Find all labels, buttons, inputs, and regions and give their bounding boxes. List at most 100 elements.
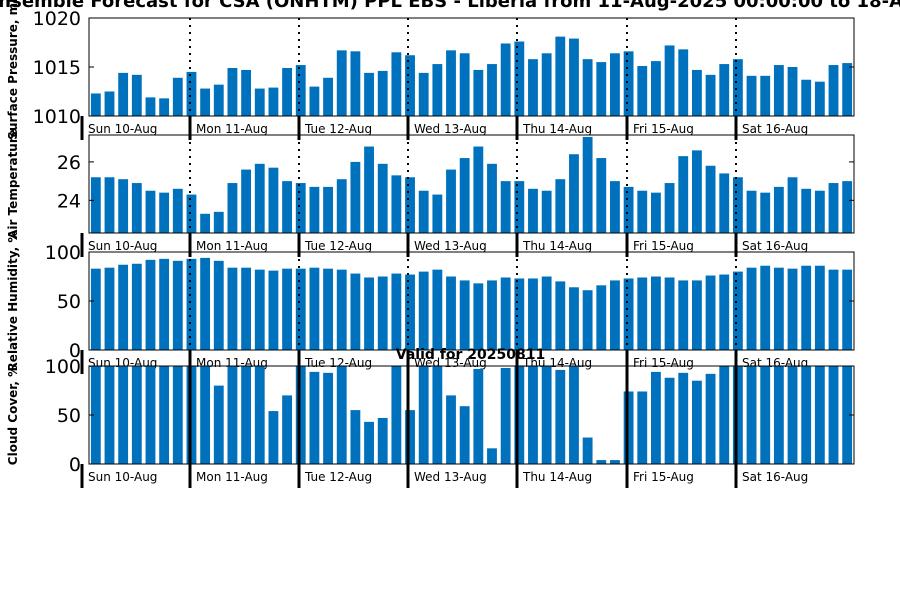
bar-p2-49 [760,192,771,233]
bar-p2-15 [295,183,306,233]
bar-p1-0 [90,93,101,116]
bar-p4-26 [446,395,456,464]
bar-p1-35 [569,38,579,116]
bar-p4-0 [90,366,101,464]
bar-p3-44 [691,280,702,350]
bar-p2-47 [732,177,743,233]
bar-p1-26 [446,50,456,117]
bar-p1-15 [295,65,306,116]
ytick-label-3-1: 50 [57,291,81,313]
day-label-2-3: Wed 13-Aug [414,239,487,253]
bar-p1-48 [746,75,757,116]
bar-p4-31 [514,366,525,464]
bar-p2-6 [172,188,183,233]
bar-p2-54 [828,183,839,233]
bar-p3-15 [295,268,306,350]
bar-p3-43 [678,280,689,350]
bar-p1-24 [418,72,429,116]
bar-p2-14 [282,181,292,233]
bar-p3-26 [446,276,456,350]
bar-p2-36 [582,136,593,233]
bar-p2-41 [651,192,661,233]
bar-p1-3 [131,74,142,116]
bar-p2-38 [610,181,620,233]
bar-p2-28 [473,146,484,233]
day-label-2-1: Mon 11-Aug [196,239,268,253]
bar-p4-9 [213,385,224,464]
bar-p3-28 [473,283,484,350]
bar-p2-46 [719,173,730,233]
bar-p3-11 [241,267,252,350]
bar-p3-50 [773,267,784,350]
bar-p3-21 [377,276,388,350]
bar-p3-47 [732,271,743,350]
bar-p1-22 [391,52,402,116]
ytick-label-2-0: 24 [57,190,81,212]
bar-p1-12 [254,88,265,116]
bar-p4-11 [241,366,252,464]
y-axis-label-4: Cloud Cover, % [6,365,20,465]
day-label-4-4: Thu 14-Aug [522,470,592,484]
bar-p1-14 [282,67,292,116]
bar-p3-53 [814,265,825,350]
bar-p2-9 [213,211,224,233]
bar-p3-46 [719,274,730,350]
bar-p3-16 [309,267,320,350]
bar-p1-45 [705,74,716,116]
bar-p3-24 [418,271,429,350]
bar-p2-5 [159,192,170,233]
bar-p4-12 [254,366,265,464]
bar-p3-49 [760,265,771,350]
day-label-2-2: Tue 12-Aug [304,239,372,253]
panel-subtitle-4: Valid for 20250811 [396,347,545,363]
bar-p3-13 [268,270,279,350]
bar-p1-43 [678,49,689,116]
bar-p2-24 [418,190,429,233]
bar-p2-22 [391,175,402,233]
ytick-label-1-2: 1020 [33,8,81,30]
bar-p4-42 [664,377,675,464]
bar-p1-42 [664,45,675,116]
bar-p3-29 [487,280,497,350]
bar-p4-34 [555,369,566,464]
ytick-label-3-2: 100 [45,242,81,264]
bar-p1-13 [268,87,279,116]
bar-p3-12 [254,269,265,350]
bar-p4-24 [418,366,429,464]
ytick-label-2-1: 26 [57,152,81,174]
bar-p2-11 [241,169,252,233]
bar-p4-25 [432,366,443,464]
bar-p1-52 [801,79,812,116]
bar-p4-28 [473,368,484,464]
bar-p3-23 [405,274,415,350]
bar-p2-4 [145,190,156,233]
bar-p2-19 [350,161,361,233]
bar-p1-32 [528,59,538,116]
bar-p3-4 [145,259,156,350]
day-label-4-3: Wed 13-Aug [414,470,487,484]
bar-p1-39 [623,51,634,116]
bar-p2-50 [773,186,784,233]
bar-p1-20 [364,72,374,116]
day-label-2-4: Thu 14-Aug [522,239,592,253]
bar-p1-44 [691,69,702,116]
bar-p2-25 [432,194,443,233]
bar-p3-2 [118,264,129,350]
bar-p2-27 [459,158,470,233]
bar-p2-55 [842,181,853,233]
bar-p4-51 [787,366,798,464]
bar-p4-53 [814,366,825,464]
bar-p2-40 [637,190,648,233]
bar-p4-2 [118,366,129,464]
bar-p3-25 [432,269,443,350]
bar-p4-37 [596,460,607,464]
bar-p1-46 [719,64,730,116]
ytick-label-1-0: 1010 [33,106,81,128]
bar-p2-23 [405,177,415,233]
bar-p2-17 [323,186,333,233]
bar-p1-23 [405,55,415,116]
bar-p3-39 [623,278,634,350]
bar-p1-11 [241,69,252,116]
bar-p4-16 [309,371,320,464]
bar-p2-1 [104,177,115,233]
